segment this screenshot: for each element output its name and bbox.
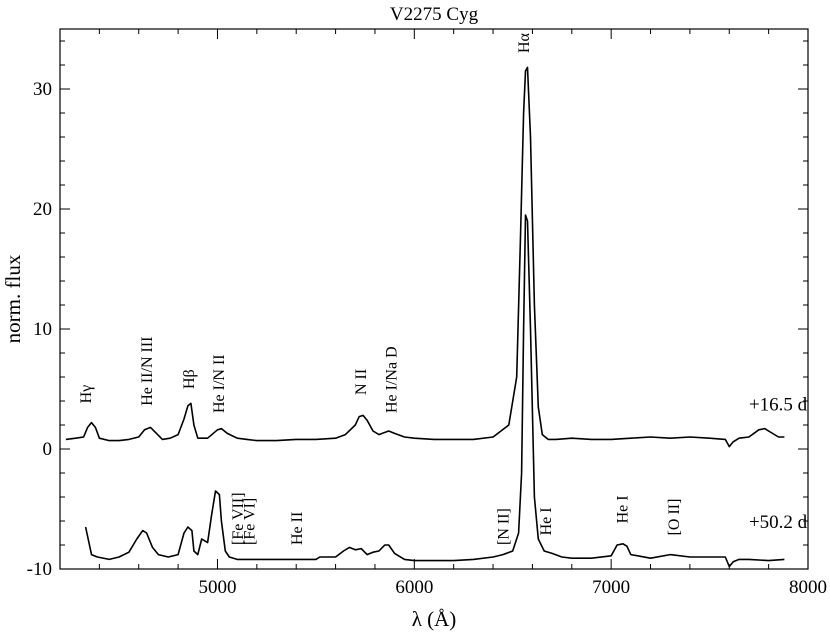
x-tick-label: 8000	[789, 577, 827, 598]
series-layer	[65, 66, 785, 568]
line-label: He I/Na D	[383, 346, 400, 413]
line-labels: +16.5 d +50.2 d Hγ He II/N III Hβ He I/N II N …	[78, 32, 807, 545]
line-label: N II	[353, 369, 370, 395]
axes: 5000 6000 7000 8000 -10 0 10 20 30	[27, 28, 827, 598]
line-label: He I	[615, 495, 632, 523]
x-tick-label: 6000	[395, 577, 433, 598]
y-tick-label: 20	[33, 199, 52, 220]
y-axis-title: norm. flux	[1, 254, 25, 343]
series-label-1: +16.5 d	[749, 395, 808, 416]
series-label-2: +50.2 d	[749, 512, 808, 533]
line-label: Hα	[516, 32, 533, 53]
x-axis-title: λ (Å)	[412, 607, 457, 631]
y-tick-label: 10	[33, 319, 52, 340]
series-line-2	[84, 214, 785, 568]
line-label: Hβ	[181, 369, 198, 389]
chart-title: V2275 Cyg	[390, 4, 479, 25]
series-line-1	[65, 66, 785, 448]
line-label: He I/N II	[211, 354, 228, 413]
line-label: He II/N III	[139, 337, 156, 406]
line-label: Hγ	[78, 385, 95, 404]
x-tick-label: 5000	[198, 577, 236, 598]
line-label: [O II]	[666, 499, 683, 536]
line-label: He I	[538, 507, 555, 535]
line-label: He II	[289, 512, 306, 545]
y-tick-label: 0	[43, 439, 53, 460]
plot-frame	[59, 28, 809, 570]
line-label: [Fe VII]	[230, 492, 247, 545]
line-label: [Fe VI]	[242, 498, 259, 545]
line-label: [N II]	[496, 508, 513, 545]
y-tick-label: 30	[33, 79, 52, 100]
y-tick-label: -10	[27, 559, 52, 580]
x-tick-label: 7000	[592, 577, 630, 598]
